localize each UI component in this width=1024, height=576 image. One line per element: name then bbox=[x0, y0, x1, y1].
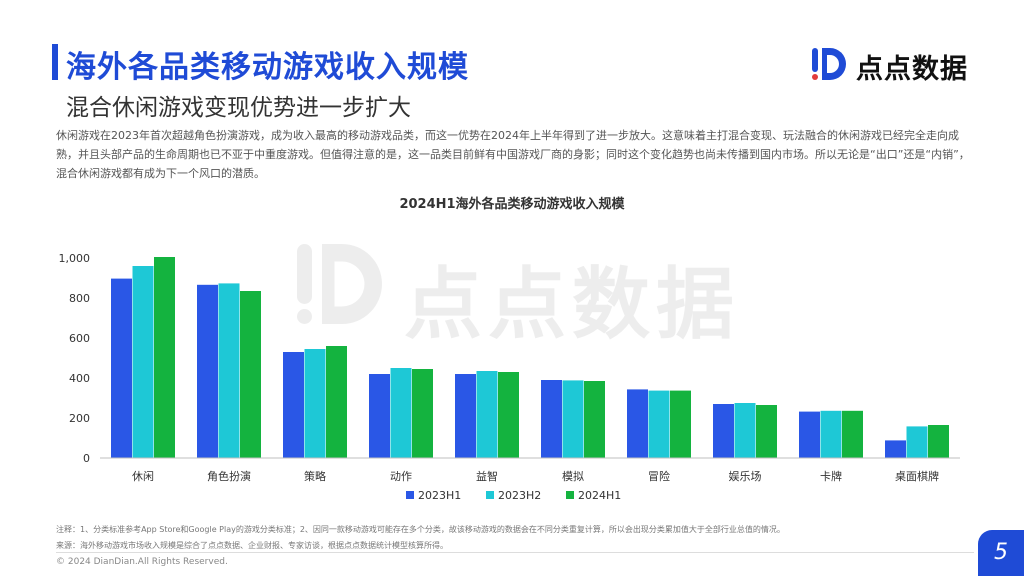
bars-group bbox=[111, 257, 949, 458]
x-tick-label: 冒险 bbox=[648, 469, 670, 483]
bar-2023H1-模拟 bbox=[541, 380, 562, 458]
bar-2023H2-桌面棋牌 bbox=[906, 426, 928, 458]
bar-2023H2-动作 bbox=[390, 368, 412, 458]
y-axis: 0 200 400 600 800 1,000 bbox=[59, 252, 91, 465]
copyright-text: © 2024 DianDian.All Rights Reserved. bbox=[56, 557, 228, 567]
page-subtitle: 混合休闲游戏变现优势进一步扩大 bbox=[66, 95, 411, 121]
bar-2023H2-娱乐场 bbox=[734, 403, 756, 458]
bar-2023H2-益智 bbox=[476, 371, 498, 458]
logo-text: 点点数据 bbox=[856, 54, 968, 85]
x-tick-label: 策略 bbox=[304, 469, 326, 483]
x-tick-label: 动作 bbox=[390, 470, 412, 483]
bar-2023H2-卡牌 bbox=[820, 410, 842, 458]
y-tick-label: 1,000 bbox=[59, 252, 91, 265]
bar-2024H1-冒险 bbox=[670, 390, 691, 458]
y-tick-label: 800 bbox=[69, 292, 90, 305]
bar-2023H2-冒险 bbox=[648, 390, 670, 458]
x-tick-label: 休闲 bbox=[132, 469, 154, 483]
footer-divider bbox=[56, 552, 974, 553]
x-tick-label: 卡牌 bbox=[820, 469, 842, 483]
legend-label: 2023H2 bbox=[498, 489, 541, 502]
legend-label: 2023H1 bbox=[418, 489, 461, 502]
bar-2023H2-模拟 bbox=[562, 380, 584, 458]
bar-2023H2-策略 bbox=[304, 349, 326, 458]
y-tick-label: 600 bbox=[69, 332, 90, 345]
logo-icon bbox=[812, 48, 846, 80]
chart-title: 2024H1海外各品类移动游戏收入规模 bbox=[399, 196, 625, 212]
legend-swatch bbox=[566, 491, 574, 499]
x-tick-label: 娱乐场 bbox=[729, 469, 762, 483]
watermark-text: 点点数据 bbox=[404, 260, 741, 350]
x-axis: 休闲 角色扮演 策略 动作 益智 模拟 冒险 娱乐场 卡牌 桌面棋牌 bbox=[100, 457, 960, 483]
bar-2023H1-策略 bbox=[283, 352, 304, 458]
bar-2024H1-角色扮演 bbox=[240, 291, 261, 458]
bar-2023H2-休闲 bbox=[132, 266, 154, 458]
x-tick-label: 角色扮演 bbox=[207, 469, 251, 483]
bar-2023H1-休闲 bbox=[111, 278, 132, 458]
bar-2023H1-卡牌 bbox=[799, 411, 820, 458]
bar-2023H1-冒险 bbox=[627, 389, 648, 458]
bar-2023H1-娱乐场 bbox=[713, 404, 734, 458]
bar-2023H1-桌面棋牌 bbox=[885, 440, 906, 458]
bar-2023H1-益智 bbox=[455, 374, 476, 458]
bar-2023H1-动作 bbox=[369, 374, 390, 458]
watermark: 点点数据 bbox=[292, 234, 742, 350]
page-title: 海外各品类移动游戏收入规模 bbox=[66, 50, 469, 85]
x-tick-label: 模拟 bbox=[562, 469, 584, 483]
title-accent-bar bbox=[52, 44, 58, 80]
bar-2023H2-角色扮演 bbox=[218, 283, 240, 458]
chart-notes: 注释：1、分类标准参考App Store和Google Play的游戏分类标准；… bbox=[56, 522, 785, 554]
page-number: 5 bbox=[978, 530, 1024, 576]
legend-label: 2024H1 bbox=[578, 489, 621, 502]
bar-2024H1-策略 bbox=[326, 346, 347, 458]
bar-2024H1-娱乐场 bbox=[756, 405, 777, 458]
bar-2024H1-休闲 bbox=[154, 257, 175, 458]
y-tick-label: 0 bbox=[83, 452, 90, 465]
x-tick-label: 桌面棋牌 bbox=[895, 469, 939, 483]
bar-2024H1-卡牌 bbox=[842, 410, 863, 458]
bar-2024H1-桌面棋牌 bbox=[928, 425, 949, 458]
bar-2024H1-益智 bbox=[498, 372, 519, 458]
bar-2024H1-模拟 bbox=[584, 381, 605, 458]
watermark-icon bbox=[297, 244, 382, 324]
x-tick-label: 益智 bbox=[476, 469, 498, 483]
brand-logo: 点点数据 bbox=[810, 44, 990, 85]
legend-swatch bbox=[486, 491, 494, 499]
chart-legend: 2023H1 2023H2 2024H1 bbox=[406, 489, 621, 502]
y-tick-label: 200 bbox=[69, 412, 90, 425]
bar-2024H1-动作 bbox=[412, 369, 433, 458]
legend-swatch bbox=[406, 491, 414, 499]
y-tick-label: 400 bbox=[69, 372, 90, 385]
description-text: 休闲游戏在2023年首次超越角色扮演游戏，成为收入最高的移动游戏品类，而这一优势… bbox=[56, 129, 970, 180]
bar-2023H1-角色扮演 bbox=[197, 284, 218, 458]
notes-source: 来源：海外移动游戏市场收入规模是综合了点点数据、企业财报、专家访谈，根据点点数据… bbox=[56, 541, 448, 550]
notes-line-1: 注释：1、分类标准参考App Store和Google Play的游戏分类标准；… bbox=[56, 525, 785, 534]
